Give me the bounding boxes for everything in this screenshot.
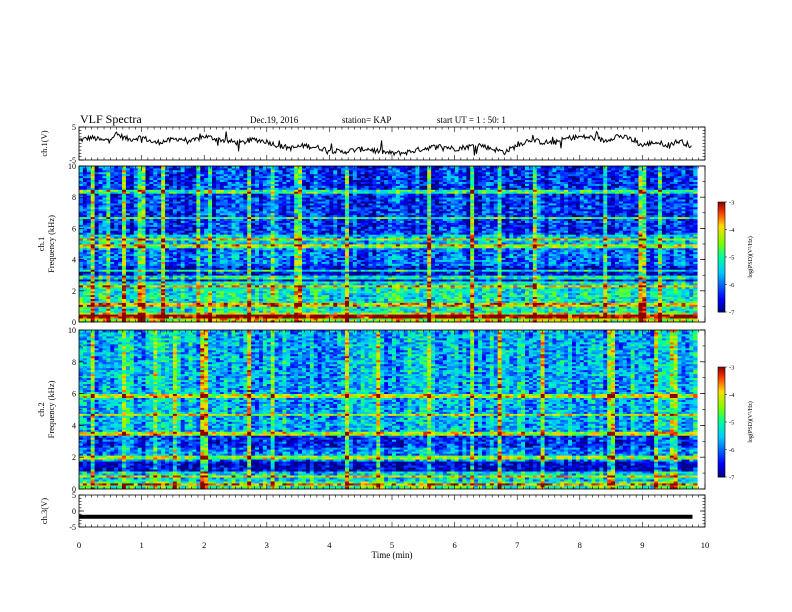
vlf-figure: VLF Spectra Dec.19, 2016 station= KAP st… [0, 0, 792, 612]
y-tick-label: 5 [72, 123, 76, 132]
ch1-waveform-panel: 5-5ch.1(V) [39, 123, 705, 165]
start-ut-label: start UT = 1 : 50: 1 [437, 115, 506, 125]
date-label: Dec.19, 2016 [250, 115, 299, 125]
y-axis-label: ch.1(V) [39, 130, 49, 156]
ch1-waveform-line [79, 132, 691, 156]
figure-title: VLF Spectra [80, 112, 142, 126]
station-label: station= KAP [342, 115, 391, 125]
